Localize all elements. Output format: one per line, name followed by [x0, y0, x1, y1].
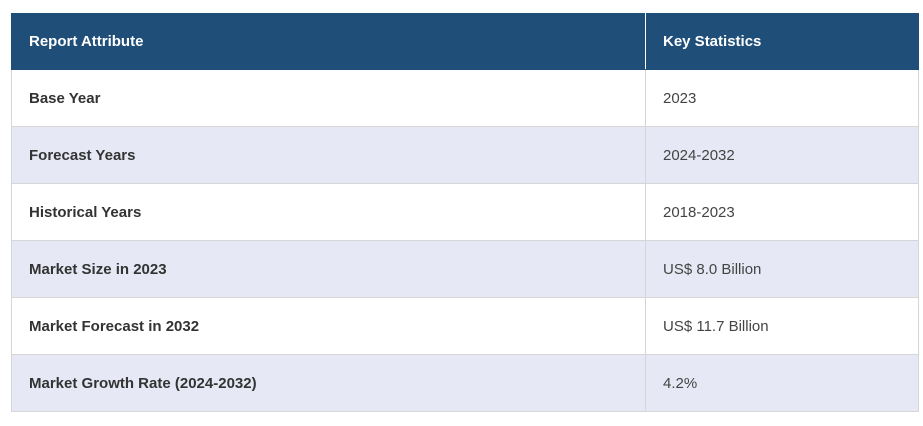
row-value-forecast-years: 2024-2032	[645, 126, 919, 184]
row-value-base-year: 2023	[645, 69, 919, 127]
row-attribute-market-forecast: Market Forecast in 2032	[11, 297, 646, 355]
header-key-statistics: Key Statistics	[645, 13, 919, 70]
row-value-market-size: US$ 8.0 Billion	[645, 240, 919, 298]
table-row: Market Forecast in 2032 US$ 11.7 Billion	[11, 297, 919, 355]
row-value-market-forecast: US$ 11.7 Billion	[645, 297, 919, 355]
table-row: Market Size in 2023 US$ 8.0 Billion	[11, 240, 919, 298]
report-statistics-table: Report Attribute Key Statistics Base Yea…	[11, 13, 919, 412]
table-body: Base Year 2023 Forecast Years 2024-2032 …	[11, 69, 919, 412]
row-attribute-market-growth-rate: Market Growth Rate (2024-2032)	[11, 354, 646, 412]
header-report-attribute: Report Attribute	[11, 13, 646, 70]
row-attribute-historical-years: Historical Years	[11, 183, 646, 241]
table-row: Forecast Years 2024-2032	[11, 126, 919, 184]
row-attribute-base-year: Base Year	[11, 69, 646, 127]
row-value-market-growth-rate: 4.2%	[645, 354, 919, 412]
row-attribute-market-size: Market Size in 2023	[11, 240, 646, 298]
table-row: Market Growth Rate (2024-2032) 4.2%	[11, 354, 919, 412]
table-header: Report Attribute Key Statistics	[11, 13, 919, 70]
table-row: Base Year 2023	[11, 69, 919, 127]
row-attribute-forecast-years: Forecast Years	[11, 126, 646, 184]
table-row: Historical Years 2018-2023	[11, 183, 919, 241]
row-value-historical-years: 2018-2023	[645, 183, 919, 241]
table-header-row: Report Attribute Key Statistics	[11, 13, 919, 70]
